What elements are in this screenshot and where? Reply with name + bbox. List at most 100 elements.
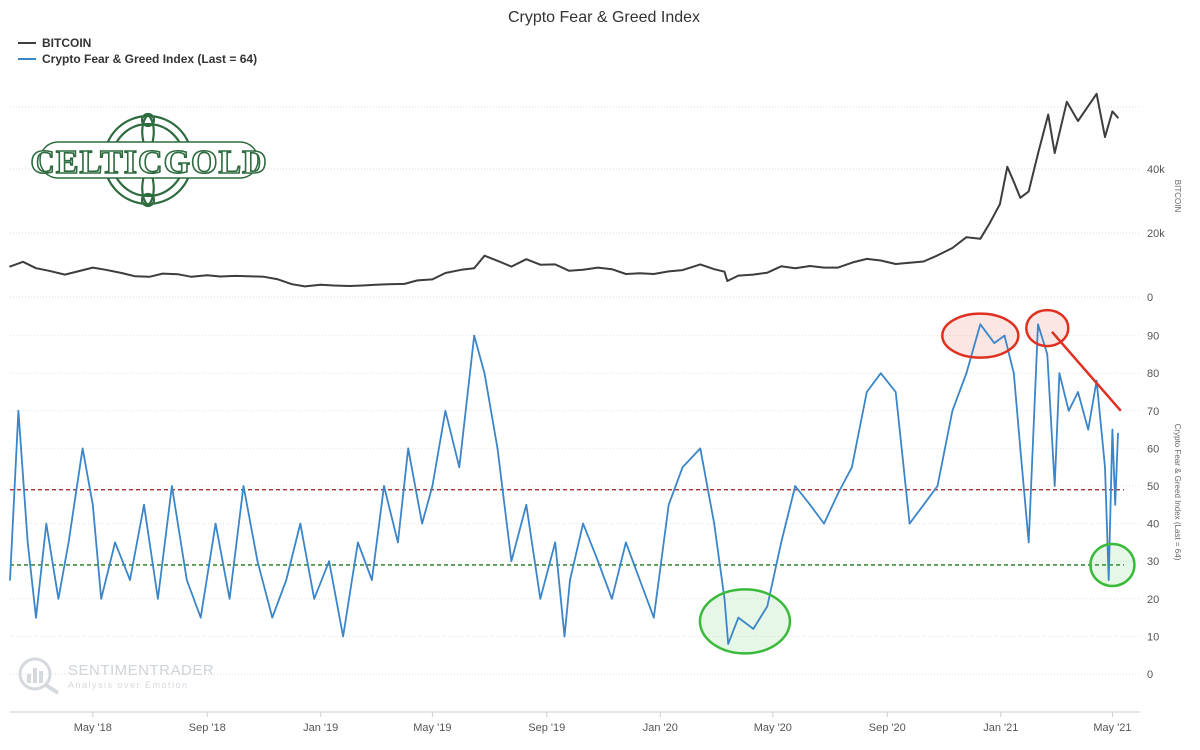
data-point-0-37 [525,258,528,261]
y-axis-title-bitcoin: BITCOIN [1173,180,1182,213]
data-point-1-49 [639,579,641,581]
data-point-0-73 [1006,166,1009,168]
data-point-0-1 [22,261,24,263]
data-point-1-80 [1037,323,1039,326]
annotation-ellipse-0 [941,312,1020,359]
data-point-0-7 [105,269,107,271]
data-point-0-25 [361,284,364,287]
series-line-fear-greed [9,323,1119,645]
data-point-1-39 [510,560,513,562]
data-point-0-14 [206,274,208,277]
data-point-1-70 [922,504,925,506]
data-point-0-69 [965,236,968,238]
data-point-1-58 [752,628,755,630]
legend-label-fear-greed[interactable]: Crypto Fear & Greed Index (Last = 64) [42,52,257,66]
data-point-0-47 [667,270,670,273]
data-point-1-1 [17,410,20,412]
data-point-0-55 [766,271,769,274]
data-point-0-43 [611,268,613,271]
y-bottom-tick-label-2: 20 [1147,594,1159,606]
data-point-0-38 [539,263,542,266]
data-point-1-26 [342,635,344,638]
data-point-0-61 [853,261,855,263]
data-point-1-56 [727,643,729,645]
chart-title: Crypto Fear & Greed Index [508,9,700,26]
y-top-tick-label-1: 20k [1147,228,1165,240]
data-point-0-67 [936,254,939,257]
data-point-1-47 [611,598,613,600]
y-bottom-tick-label-7: 70 [1147,406,1159,418]
data-point-0-64 [894,263,897,265]
data-point-0-31 [444,272,447,274]
data-point-1-25 [328,560,330,562]
legend-label-bitcoin[interactable]: BITCOIN [42,36,91,50]
legend[interactable]: BITCOIN Crypto Fear & Greed Index (Last … [18,36,257,66]
annotations [698,308,1136,655]
data-point-1-10 [114,541,116,544]
data-point-0-49 [699,263,702,266]
data-point-1-91 [1114,504,1116,506]
data-point-0-45 [639,272,641,275]
data-point-0-11 [161,272,164,275]
data-point-1-31 [407,447,410,450]
data-point-1-8 [92,504,94,506]
data-point-1-40 [525,504,528,506]
data-point-0-36 [510,265,513,268]
data-point-0-24 [348,285,351,287]
data-point-1-62 [809,504,811,506]
data-point-1-21 [271,616,274,619]
data-point-0-75 [1019,197,1022,199]
data-point-1-41 [539,598,542,600]
data-point-1-53 [699,447,702,450]
data-point-0-78 [1047,113,1049,116]
x-tick-label-5: Jan '20 [643,722,678,734]
data-point-0-44 [625,273,627,275]
data-point-1-84 [1067,410,1070,412]
y-bottom-tick-label-0: 0 [1147,669,1153,681]
data-point-0-57 [794,267,796,270]
annotation-ellipse-3 [1089,542,1136,588]
data-point-0-15 [219,275,222,278]
watermark-tagline: Analysis over Emotion [68,680,189,690]
x-tick-label-4: Sep '19 [528,722,565,734]
data-point-1-66 [866,391,868,393]
data-point-0-40 [568,270,570,272]
tick-labels: May '18 Sep '18 Jan '19 May '19 Sep '19 Jan '… [74,164,1166,734]
data-point-0-16 [234,275,236,277]
data-point-1-61 [794,485,796,487]
data-point-0-9 [133,275,136,278]
data-point-0-72 [999,203,1001,205]
data-point-0-80 [1066,101,1068,103]
data-point-0-53 [737,274,740,277]
data-point-0-5 [77,270,79,273]
data-point-0-6 [92,266,94,269]
data-point-1-81 [1046,353,1049,356]
data-point-1-79 [1027,541,1030,544]
data-point-0-81 [1077,120,1079,122]
data-point-1-16 [199,616,202,619]
y-top-tick-label-0: 0 [1147,292,1153,304]
data-point-1-82 [1053,485,1056,487]
data-point-0-3 [48,270,50,272]
data-point-1-23 [299,522,302,525]
data-point-1-69 [908,522,911,525]
data-point-0-56 [780,265,782,268]
data-point-0-20 [291,283,293,286]
data-point-0-30 [431,278,434,281]
data-point-0-4 [64,273,66,276]
data-point-0-13 [190,276,193,278]
data-point-0-33 [473,267,476,270]
annotation-fill-0 [942,313,1019,358]
data-point-0-71 [988,222,991,225]
data-point-1-52 [681,466,684,469]
data-point-0-52 [726,280,729,282]
data-point-0-58 [809,265,811,267]
data-point-1-89 [1107,579,1110,581]
data-point-0-19 [276,278,278,280]
celticgold-logo: CELTICGOLD [30,112,267,208]
data-point-1-74 [979,323,982,326]
data-point-1-85 [1077,391,1079,393]
data-point-1-59 [766,605,769,608]
sentimentrader-magnifier-icon [18,657,60,695]
x-tick-label-0: May '18 [74,722,112,734]
